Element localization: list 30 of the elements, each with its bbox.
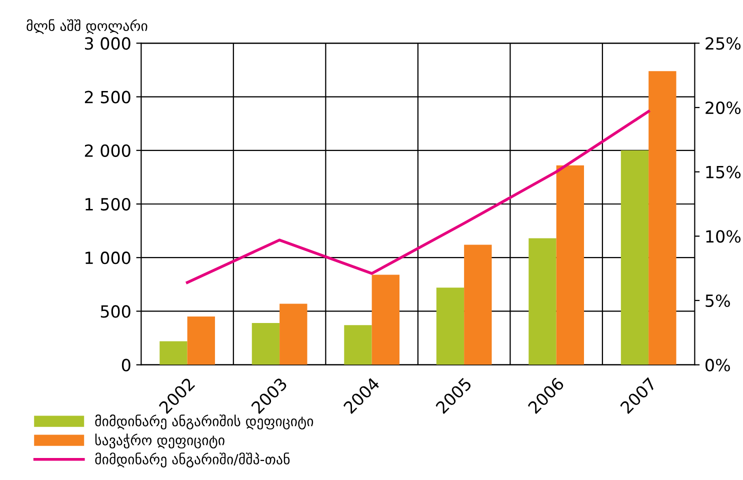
legend-label: მიმდინარე ანგარიში/მშპ-თან — [95, 452, 290, 468]
y-tick-label: 500 — [100, 305, 130, 318]
y2-tick-label: 20% — [706, 101, 741, 114]
bar — [160, 341, 188, 365]
y2-tick-label: 0% — [706, 358, 730, 372]
y2-tick-label: 25% — [706, 37, 741, 50]
bar — [252, 322, 280, 365]
y-axis-title: მლნ აშშ დოლარი — [26, 19, 148, 34]
y-tick-label: 3 000 — [85, 37, 130, 50]
legend-label: სავაჭრო დეფიციტი — [95, 434, 224, 448]
bar — [372, 274, 400, 365]
y-tick-label: 2 500 — [84, 90, 130, 104]
y-tick-label: 1 000 — [86, 252, 130, 264]
bar — [344, 325, 372, 365]
y2-tick-label: 15% — [706, 166, 741, 178]
bar — [528, 238, 556, 365]
bar — [436, 288, 464, 365]
bar — [648, 71, 676, 365]
bar — [464, 244, 492, 365]
legend-label: მიმდინარე ანგარიშის დეფიციტი — [95, 414, 314, 430]
bar — [280, 304, 308, 365]
line-series — [186, 110, 650, 284]
y2-tick-label: 10% — [706, 230, 741, 243]
y-tick-label: 2 000 — [84, 144, 130, 157]
y-tick-label: 1 500 — [86, 198, 130, 211]
bar — [620, 150, 649, 365]
bar — [187, 316, 215, 365]
y-tick-label: 0 — [122, 358, 130, 372]
bar — [556, 165, 584, 365]
y2-tick-label: 5% — [706, 294, 730, 308]
